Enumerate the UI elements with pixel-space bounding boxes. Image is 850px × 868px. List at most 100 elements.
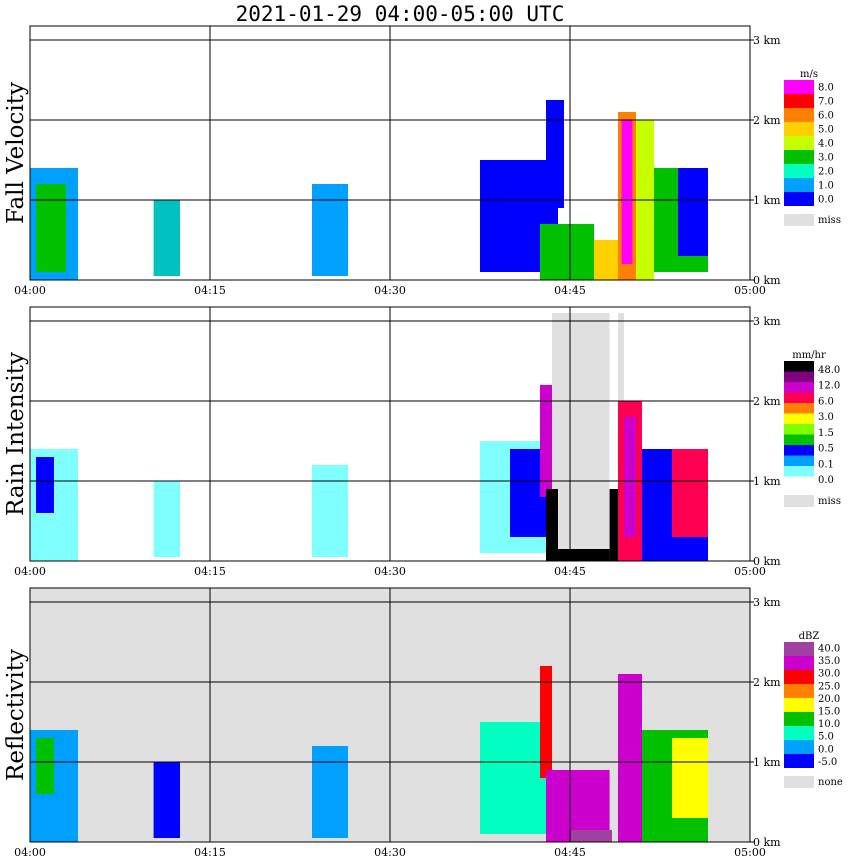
x-tick-label: 04:45	[554, 846, 586, 859]
colorbar-swatch	[784, 424, 814, 435]
colorbar-swatch	[784, 94, 814, 108]
y-axis-label: Fall Velocity	[3, 82, 29, 224]
colorbar-label: 20.0	[818, 694, 840, 705]
y-tick-label: 0 km	[753, 555, 781, 568]
colorbar-label: 10.0	[818, 719, 840, 730]
colorbar-label: 0.1	[818, 459, 834, 470]
colorbar-missing-swatch	[784, 214, 814, 226]
colorbar-swatch	[784, 754, 814, 768]
colorbar-swatch	[784, 150, 814, 164]
colorbar-label: 8.0	[818, 83, 834, 94]
x-tick-label: 04:00	[14, 284, 46, 297]
colorbar: mm/hr 48.0 12.0 6.0 3.0 1.5 0.5 0.1 0.0 miss	[784, 350, 841, 507]
colorbar-label: 4.0	[818, 139, 834, 150]
echo-cell	[153, 481, 180, 557]
colorbar: m/s8.0 7.0 6.0 5.0 4.0 3.0 2.0 1.0 0.0 miss	[784, 69, 841, 226]
echo-cell	[672, 449, 708, 537]
colorbar-unit: mm/hr	[792, 350, 826, 361]
colorbar-swatch	[784, 392, 814, 403]
colorbar-swatch	[784, 698, 814, 712]
echo-cell	[546, 100, 564, 208]
colorbar-missing-label: none	[818, 777, 843, 788]
colorbar-label: 6.0	[818, 396, 834, 407]
y-tick-label: 3 km	[753, 596, 781, 609]
colorbar-label: -5.0	[818, 757, 837, 768]
echo-cell	[621, 120, 633, 264]
colorbar-swatch	[784, 466, 814, 477]
echo-cell	[540, 385, 552, 497]
y-tick-label: 1 km	[753, 475, 781, 488]
colorbar-label: 48.0	[818, 365, 840, 376]
colorbar-label: 35.0	[818, 656, 840, 667]
echo-cell	[153, 762, 180, 838]
y-tick-label: 2 km	[753, 114, 781, 127]
panel-fall-velocity: 04:00 04:15 04:30 04:45 05:000 km 1 km 2 km 3 k…	[3, 25, 841, 297]
colorbar-swatch	[784, 403, 814, 414]
colorbar-label: 5.0	[818, 732, 834, 743]
colorbar-label: 0.0	[818, 475, 834, 486]
y-tick-label: 1 km	[753, 194, 781, 207]
y-tick-label: 3 km	[753, 34, 781, 47]
colorbar-label: 3.0	[818, 153, 834, 164]
colorbar-label: 12.0	[818, 381, 840, 392]
x-tick-label: 04:30	[374, 565, 406, 578]
echo-cell	[312, 465, 348, 557]
chart-title: 2021-01-29 04:00-05:00 UTC	[235, 2, 565, 26]
colorbar-swatch	[784, 476, 814, 487]
colorbar-swatch	[784, 164, 814, 178]
colorbar-swatch	[784, 413, 814, 424]
plot-frame	[29, 25, 751, 281]
echo-cell	[672, 738, 708, 818]
x-tick-label: 04:15	[194, 846, 226, 859]
colorbar-label: 0.5	[818, 444, 834, 455]
echo-cell	[36, 184, 66, 272]
x-tick-label: 04:30	[374, 846, 406, 859]
colorbar-swatch	[784, 445, 814, 456]
x-tick-label: 05:00	[734, 846, 766, 859]
x-tick-label: 04:45	[554, 284, 586, 297]
colorbar-label: 0.0	[818, 744, 834, 755]
y-axis-label: Rain Intensity	[3, 352, 29, 516]
echo-cell	[540, 666, 552, 778]
colorbar-label: 1.0	[818, 181, 834, 192]
colorbar-swatch	[784, 434, 814, 445]
colorbar-swatch	[784, 670, 814, 684]
echo-cell	[678, 168, 708, 256]
echo-cell	[546, 489, 558, 561]
echo-cell	[312, 184, 348, 276]
colorbar-missing-label: miss	[818, 215, 841, 226]
colorbar-swatch	[784, 136, 814, 150]
colorbar-swatch	[784, 712, 814, 726]
echo-cell	[618, 674, 642, 842]
echo-cell	[36, 738, 54, 794]
panel-reflectivity: 04:00 04:15 04:30 04:45 05:000 km 1 km 2 km 3 k…	[3, 587, 843, 859]
colorbar-swatch	[784, 178, 814, 192]
y-tick-label: 1 km	[753, 756, 781, 769]
x-tick-label: 04:30	[374, 284, 406, 297]
panel-rain-intensity: 04:00 04:15 04:30 04:45 05:000 km 1 km 2 km 3 k…	[3, 306, 841, 578]
plot-frame	[29, 306, 751, 562]
echo-cell	[36, 457, 54, 513]
echo-cell	[312, 746, 348, 838]
colorbar-swatch	[784, 108, 814, 122]
colorbar-swatch	[784, 361, 814, 372]
colorbar-swatch	[784, 740, 814, 754]
colorbar-label: 7.0	[818, 97, 834, 108]
y-axis-label: Reflectivity	[3, 649, 29, 781]
x-tick-label: 04:45	[554, 565, 586, 578]
colorbar-swatch	[784, 455, 814, 466]
x-tick-label: 04:15	[194, 284, 226, 297]
y-tick-label: 2 km	[753, 676, 781, 689]
y-tick-label: 0 km	[753, 274, 781, 287]
plot-frame	[29, 587, 751, 843]
x-tick-label: 05:00	[734, 284, 766, 297]
y-tick-label: 2 km	[753, 395, 781, 408]
colorbar-swatch	[784, 684, 814, 698]
colorbar-label: 1.5	[818, 428, 834, 439]
colorbar-swatch	[784, 642, 814, 656]
colorbar-missing-swatch	[784, 495, 814, 507]
colorbar-label: 15.0	[818, 706, 840, 717]
colorbar-swatch	[784, 726, 814, 740]
